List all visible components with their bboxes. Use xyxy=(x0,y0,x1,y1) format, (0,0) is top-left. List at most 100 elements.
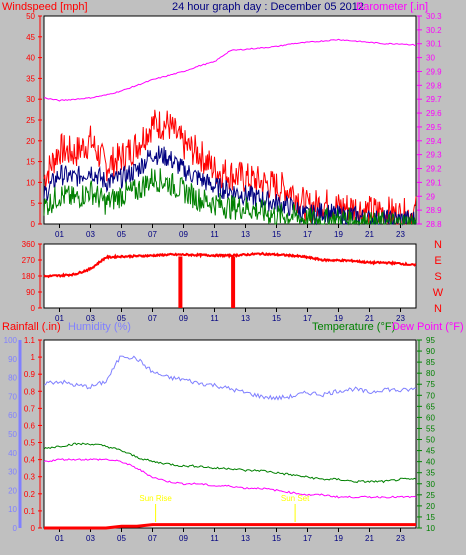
climate-x-tick-label: 13 xyxy=(241,534,250,543)
temperature-y-tick-label: 95 xyxy=(426,336,435,345)
rain-y-tick-label: 0.6 xyxy=(24,421,36,430)
temperature-axis-label: Temperature (°F) xyxy=(312,321,395,333)
compass-label: N xyxy=(434,303,442,315)
direction-x-tick-label: 13 xyxy=(241,314,250,323)
rain-y-tick-label: 0.4 xyxy=(24,456,36,465)
direction-x-tick-label: 17 xyxy=(303,314,312,323)
barometer-y-tick-label: 29.2 xyxy=(426,165,442,174)
temperature-y-tick-label: 75 xyxy=(426,380,435,389)
rain-y-tick-label: 0.1 xyxy=(24,507,36,516)
climate-x-tick-label: 19 xyxy=(334,534,343,543)
direction-x-tick-label: 09 xyxy=(179,314,188,323)
rain-y-tick-label: 0.8 xyxy=(24,387,36,396)
climate-x-tick-label: 11 xyxy=(210,534,219,543)
humidity-y-tick-label: 20 xyxy=(8,486,17,495)
barometer-y-tick-label: 29.1 xyxy=(426,178,442,187)
humidity-y-tick-label: 30 xyxy=(8,468,17,477)
barometer-y-tick-label: 29.6 xyxy=(426,109,442,118)
windspeed-y-tick-label: 5 xyxy=(31,199,36,208)
humidity-y-tick-label: 70 xyxy=(8,392,17,401)
direction-x-tick-label: 03 xyxy=(86,314,95,323)
temperature-y-tick-label: 25 xyxy=(426,491,435,500)
barometer-y-tick-label: 28.8 xyxy=(426,220,442,229)
wind-plot-area xyxy=(43,15,417,225)
temperature-y-tick-label: 40 xyxy=(426,458,435,467)
climate-x-tick-label: 01 xyxy=(55,534,64,543)
temperature-y-tick-label: 70 xyxy=(426,391,435,400)
wind-x-tick-label: 13 xyxy=(241,230,250,239)
wind-x-tick-label: 15 xyxy=(272,230,281,239)
humidity-y-tick-label: 90 xyxy=(8,355,17,364)
barometer-axis-label: Barometer [.in] xyxy=(356,1,428,13)
windspeed-axis-label: Windspeed [mph] xyxy=(2,1,88,13)
windspeed-y-tick-label: 45 xyxy=(26,33,35,42)
wind-x-tick-label: 03 xyxy=(86,230,95,239)
climate-x-tick-label: 21 xyxy=(365,534,374,543)
wind-barometer-panel: 0510152025303540455028.828.92929.129.229… xyxy=(26,12,442,239)
wind-direction-series xyxy=(43,251,417,279)
windspeed-y-tick-label: 20 xyxy=(26,137,35,146)
barometer-y-tick-label: 30.1 xyxy=(426,40,442,49)
barometer-y-tick-label: 30 xyxy=(426,54,435,63)
direction-x-tick-label: 01 xyxy=(55,314,64,323)
rain-humidity-temp-panel: 00.10.20.30.40.50.60.70.80.911.101020304… xyxy=(4,336,436,543)
wind-x-tick-label: 01 xyxy=(55,230,64,239)
humidity-series xyxy=(43,355,417,401)
direction-x-tick-label: 19 xyxy=(334,314,343,323)
temperature-y-tick-label: 30 xyxy=(426,480,435,489)
rain-y-tick-label: 1.1 xyxy=(24,336,36,345)
rainfall-axis-label: Rainfall (.in) xyxy=(2,321,61,333)
direction-y-tick-label: 360 xyxy=(22,240,36,249)
climate-plot-area xyxy=(43,339,417,529)
climate-x-tick-label: 17 xyxy=(303,534,312,543)
humidity-y-tick-label: 10 xyxy=(8,505,17,514)
rain-y-tick-label: 0 xyxy=(31,524,36,533)
windspeed-y-tick-label: 10 xyxy=(26,178,35,187)
barometer-y-tick-label: 29.8 xyxy=(426,81,442,90)
sunset-label: Sun Set xyxy=(281,494,310,503)
temperature-y-tick-label: 85 xyxy=(426,358,435,367)
wind-x-tick-label: 23 xyxy=(396,230,405,239)
humidity-y-tick-label: 40 xyxy=(8,449,17,458)
temperature-y-tick-label: 45 xyxy=(426,447,435,456)
temperature-y-tick-label: 60 xyxy=(426,413,435,422)
temperature-y-tick-label: 15 xyxy=(426,513,435,522)
barometer-y-tick-label: 29 xyxy=(426,192,435,201)
temperature-y-tick-label: 10 xyxy=(426,524,435,533)
barometer-series xyxy=(43,38,417,102)
humidity-y-tick-label: 50 xyxy=(8,430,17,439)
climate-x-tick-label: 15 xyxy=(272,534,281,543)
direction-x-tick-label: 11 xyxy=(210,314,219,323)
climate-x-tick-label: 05 xyxy=(117,534,126,543)
direction-y-tick-label: 90 xyxy=(26,288,35,297)
temperature-y-tick-label: 50 xyxy=(426,436,435,445)
climate-x-tick-label: 03 xyxy=(86,534,95,543)
direction-spike xyxy=(178,256,183,308)
barometer-y-tick-label: 30.3 xyxy=(426,12,442,21)
rain-y-tick-label: 1 xyxy=(31,353,36,362)
barometer-y-tick-label: 28.9 xyxy=(426,206,442,215)
wind-x-tick-label: 07 xyxy=(148,230,157,239)
barometer-y-tick-label: 29.9 xyxy=(426,67,442,76)
barometer-y-tick-label: 29.3 xyxy=(426,151,442,160)
windspeed-y-tick-label: 50 xyxy=(26,12,35,21)
rain-y-tick-label: 0.5 xyxy=(24,439,36,448)
rain-y-tick-label: 0.2 xyxy=(24,490,36,499)
windspeed-y-tick-label: 0 xyxy=(31,220,36,229)
temperature-y-tick-label: 55 xyxy=(426,424,435,433)
wind-avg-series xyxy=(43,145,417,226)
direction-x-tick-label: 21 xyxy=(365,314,374,323)
sunrise-label: Sun Rise xyxy=(139,494,172,503)
barometer-y-tick-label: 30.2 xyxy=(426,26,442,35)
compass-label: S xyxy=(434,271,441,283)
chart-title: 24 hour graph day : December 05 2012 xyxy=(172,1,364,13)
wind-speed-series xyxy=(43,168,417,226)
windspeed-y-tick-label: 30 xyxy=(26,95,35,104)
direction-x-tick-label: 05 xyxy=(117,314,126,323)
rain-y-tick-label: 0.3 xyxy=(24,473,36,482)
temperature-y-tick-label: 90 xyxy=(426,347,435,356)
barometer-y-tick-label: 29.4 xyxy=(426,137,442,146)
direction-y-tick-label: 0 xyxy=(31,304,36,313)
